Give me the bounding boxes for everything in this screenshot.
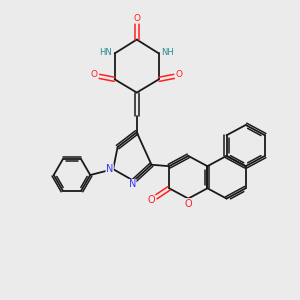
Text: HN: HN (100, 48, 112, 57)
Text: N: N (129, 179, 136, 190)
Text: O: O (148, 195, 155, 205)
Text: N: N (106, 164, 113, 174)
Text: O: O (91, 70, 98, 80)
Text: NH: NH (161, 48, 174, 57)
Text: O: O (184, 199, 192, 208)
Text: O: O (133, 14, 140, 23)
Text: O: O (176, 70, 183, 80)
